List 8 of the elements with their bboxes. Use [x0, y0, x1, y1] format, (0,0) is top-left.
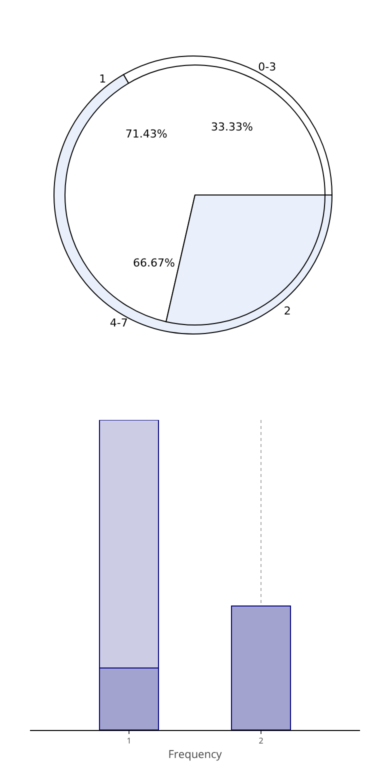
data-label: 33.33%: [211, 120, 253, 134]
x-axis-title: Frequency: [168, 746, 222, 762]
slice-label: 0-3: [258, 60, 276, 74]
data-label: 66.67%: [133, 256, 175, 270]
slice-label: 4-7: [110, 316, 128, 330]
slice-label: 2: [284, 304, 291, 318]
data-label: 71.43%: [125, 128, 168, 141]
slice-label: 1: [99, 72, 106, 86]
